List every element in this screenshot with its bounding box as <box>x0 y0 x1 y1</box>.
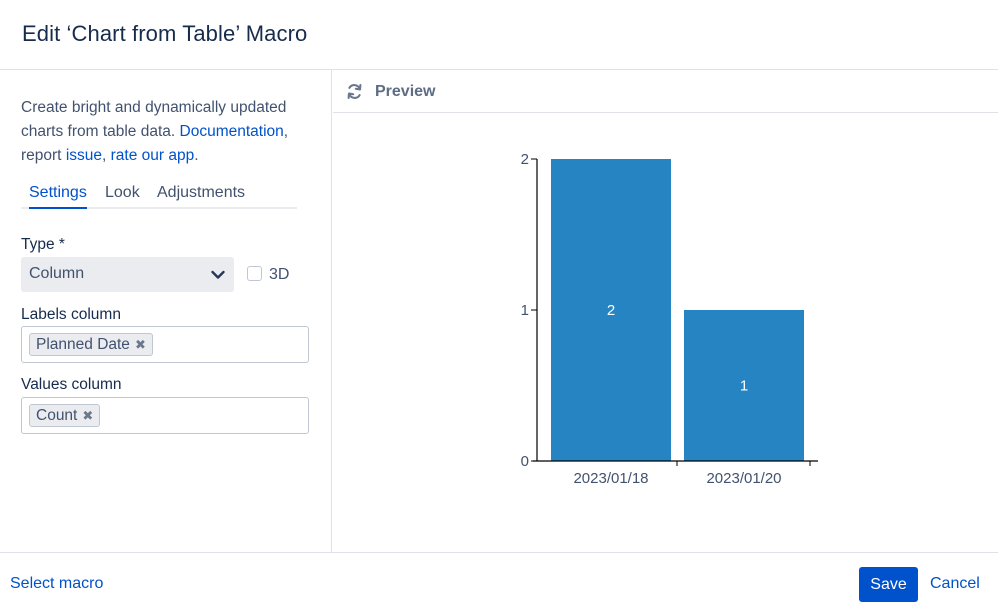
labels-column-label: Labels column <box>21 306 121 323</box>
labels-column-tag-text: Planned Date <box>36 336 130 353</box>
chart-data-label: 2 <box>607 302 615 319</box>
y-tick-label: 0 <box>521 453 529 470</box>
y-tick-label: 1 <box>521 302 529 319</box>
cancel-button[interactable]: Cancel <box>930 575 980 592</box>
type-label: Type * <box>21 236 65 253</box>
close-icon[interactable]: ✖ <box>134 337 146 352</box>
report-text: report <box>21 147 62 164</box>
chart-preview: 2 2023/01/18 1 2023/01/20 0 1 2 <box>333 113 998 552</box>
3d-checkbox[interactable] <box>247 266 262 281</box>
tab-adjustments[interactable]: Adjustments <box>157 184 246 201</box>
rate-app-link[interactable]: rate our app <box>110 147 195 164</box>
3d-checkbox-label: 3D <box>269 266 290 283</box>
type-select[interactable]: Column <box>21 257 234 292</box>
tab-settings[interactable]: Settings <box>29 182 87 209</box>
chart-data-label: 1 <box>740 378 748 395</box>
tab-look[interactable]: Look <box>105 184 140 201</box>
values-column-tag: Count ✖ <box>29 404 101 427</box>
labels-column-input[interactable]: Planned Date ✖ <box>21 326 309 363</box>
x-tick-label: 2023/01/20 <box>706 470 781 487</box>
y-tick-label: 2 <box>521 151 529 168</box>
settings-tabs: Settings Look Adjustments <box>21 182 297 209</box>
x-tick-label: 2023/01/18 <box>573 470 648 487</box>
save-button[interactable]: Save <box>859 567 918 602</box>
refresh-icon[interactable] <box>345 82 364 101</box>
select-macro-link[interactable]: Select macro <box>10 575 104 592</box>
dialog-title: Edit ‘Chart from Table’ Macro <box>22 21 308 46</box>
values-column-input[interactable]: Count ✖ <box>21 397 309 434</box>
close-icon[interactable]: ✖ <box>82 408 94 423</box>
macro-description: Create bright and dynamically updated ch… <box>21 99 289 164</box>
preview-toolbar: Preview <box>333 70 998 113</box>
documentation-link[interactable]: Documentation <box>179 123 284 140</box>
chart-bar <box>551 159 671 461</box>
type-select-value: Column <box>29 265 85 282</box>
labels-column-tag: Planned Date ✖ <box>29 333 153 356</box>
description-text: Create bright and dynamically updated ch… <box>21 99 287 140</box>
values-column-tag-text: Count <box>36 407 78 424</box>
dialog-footer: Select macro Save Cancel <box>0 552 998 608</box>
preview-label: Preview <box>375 83 436 100</box>
issue-link[interactable]: issue <box>65 147 102 164</box>
settings-panel: Create bright and dynamically updated ch… <box>0 70 332 552</box>
column-chart: 2 2023/01/18 1 2023/01/20 0 1 2 <box>521 151 818 487</box>
chart-bar <box>684 310 804 461</box>
values-column-label: Values column <box>21 376 122 393</box>
dialog-header: Edit ‘Chart from Table’ Macro <box>0 0 998 70</box>
chevron-down-icon <box>211 270 225 279</box>
